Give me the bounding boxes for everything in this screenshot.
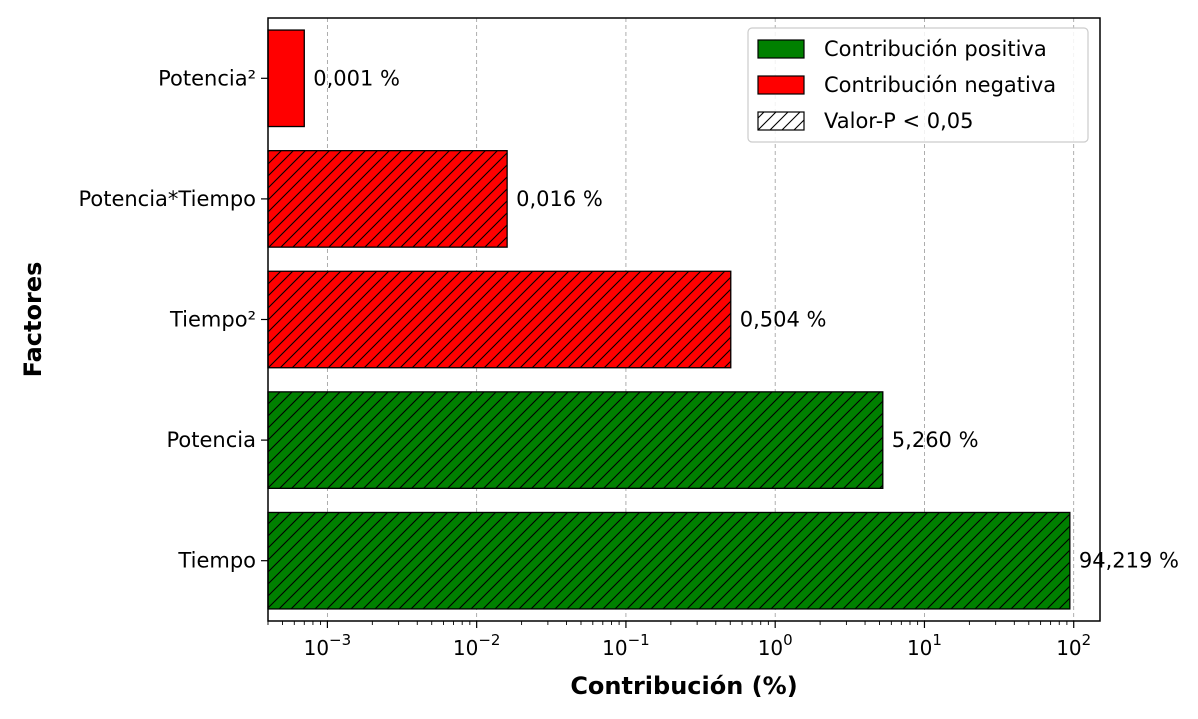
x-axis-title: Contribución (%) <box>570 672 797 700</box>
data-label: 94,219 % <box>1079 549 1179 573</box>
legend-label: Valor-P < 0,05 <box>824 109 974 133</box>
data-labels: 94,219 % 5,260 % 0,504 % 0,016 % 0,001 % <box>313 66 1179 572</box>
legend-swatch <box>757 39 805 59</box>
category-label: Tiempo² <box>169 308 256 332</box>
legend-swatch-hatch <box>758 112 804 130</box>
category-label: Tiempo <box>177 549 256 573</box>
category-label: Potencia² <box>158 66 256 90</box>
category-label: Potencia <box>167 428 256 452</box>
x-tick-label: 101 <box>907 631 942 660</box>
legend-label: Contribución negativa <box>824 73 1056 97</box>
category-labels: Tiempo Potencia Tiempo² Potencia*Tiempo Pote… <box>78 66 268 573</box>
x-tick-label: 10−1 <box>602 631 650 660</box>
x-tick-label: 100 <box>758 631 793 660</box>
legend-swatch <box>757 75 805 95</box>
x-tick-label: 10−2 <box>453 631 501 660</box>
legend: Contribución positiva Contribución negati… <box>747 27 1089 143</box>
bar-hatch <box>268 271 731 368</box>
x-tick-label: 102 <box>1056 631 1091 660</box>
bars <box>267 29 1071 610</box>
category-label: Potencia*Tiempo <box>78 187 256 211</box>
x-ticks: 10−3 10−2 10−1 100 101 102 <box>267 621 1091 660</box>
legend-label: Contribución positiva <box>824 37 1047 61</box>
bar-hatch <box>268 391 883 489</box>
bar <box>267 29 305 128</box>
y-axis-title: Factores <box>19 262 47 378</box>
data-label: 5,260 % <box>892 428 979 452</box>
x-tick-label: 10−3 <box>304 631 352 660</box>
data-label: 0,001 % <box>313 66 400 90</box>
data-label: 0,504 % <box>740 308 827 332</box>
bar-hatch <box>268 150 508 248</box>
legend-box <box>747 27 1089 143</box>
bar-hatch <box>268 512 1070 609</box>
data-label: 0,016 % <box>516 187 603 211</box>
